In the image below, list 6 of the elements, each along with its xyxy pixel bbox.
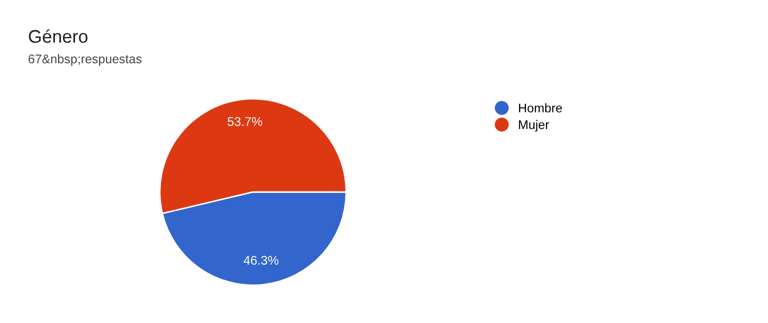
legend-label: Hombre	[519, 103, 562, 112]
chart-title: Género	[28, 29, 88, 43]
data-label: 46.3%	[244, 256, 278, 265]
data-label: 53.7%	[228, 117, 262, 126]
chart-subtitle: 67&nbsp;respuestas	[28, 54, 142, 66]
legend-label: Mujer	[519, 120, 550, 132]
